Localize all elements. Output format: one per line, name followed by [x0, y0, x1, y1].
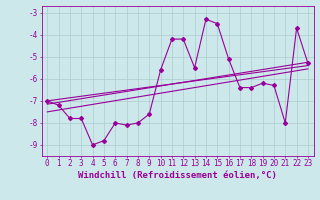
X-axis label: Windchill (Refroidissement éolien,°C): Windchill (Refroidissement éolien,°C) — [78, 171, 277, 180]
